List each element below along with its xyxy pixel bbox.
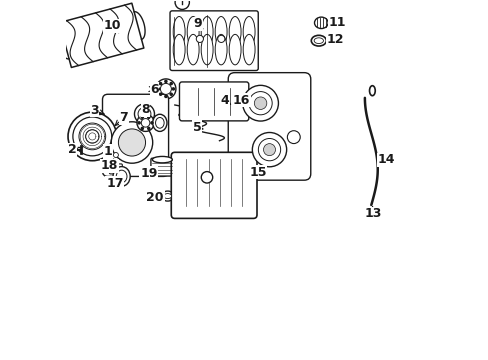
Text: 19: 19 [140,167,157,180]
Text: 2: 2 [67,144,77,157]
Circle shape [172,88,174,90]
Circle shape [111,122,152,163]
Text: 11: 11 [328,16,346,29]
Text: 18: 18 [101,159,118,172]
Text: 13: 13 [364,207,381,220]
Text: 9: 9 [193,17,203,30]
Text: 1: 1 [103,145,112,158]
Circle shape [258,139,280,161]
Circle shape [68,112,116,161]
Ellipse shape [314,17,327,28]
Circle shape [175,0,189,9]
Circle shape [147,127,149,130]
Text: 8: 8 [141,103,149,116]
FancyBboxPatch shape [179,82,248,121]
Circle shape [151,122,153,124]
Ellipse shape [152,114,166,131]
Circle shape [248,91,272,115]
Ellipse shape [113,167,130,186]
Circle shape [111,150,121,160]
Text: 12: 12 [326,33,344,46]
Circle shape [147,116,149,118]
Text: 15: 15 [249,166,266,179]
Ellipse shape [116,170,127,183]
Ellipse shape [215,17,226,47]
Circle shape [159,93,162,95]
Ellipse shape [201,17,213,47]
Ellipse shape [229,17,241,47]
Ellipse shape [187,17,199,47]
Ellipse shape [201,35,213,65]
Ellipse shape [161,191,174,201]
Ellipse shape [229,35,241,65]
Ellipse shape [187,35,199,65]
FancyBboxPatch shape [171,152,257,219]
Circle shape [73,117,112,156]
Circle shape [113,153,118,157]
Circle shape [164,95,166,98]
Circle shape [138,108,151,120]
Circle shape [141,127,143,130]
Circle shape [160,84,171,94]
Circle shape [118,129,145,156]
Text: 10: 10 [103,19,121,33]
Circle shape [252,132,286,167]
Ellipse shape [152,157,172,163]
Ellipse shape [369,86,374,96]
Ellipse shape [155,117,164,128]
Ellipse shape [173,35,185,65]
Text: 16: 16 [232,94,250,107]
Ellipse shape [311,35,325,46]
Ellipse shape [243,35,255,65]
Ellipse shape [313,38,323,44]
Text: 20: 20 [146,191,163,204]
FancyBboxPatch shape [109,164,122,174]
Circle shape [141,116,143,118]
Ellipse shape [215,35,226,65]
Ellipse shape [243,17,255,47]
Circle shape [170,82,172,85]
FancyBboxPatch shape [102,94,168,176]
Ellipse shape [173,17,185,47]
Circle shape [170,93,172,95]
Text: 5: 5 [192,121,203,134]
Circle shape [164,80,166,82]
Text: 17: 17 [106,177,123,190]
Circle shape [159,82,162,85]
FancyBboxPatch shape [170,11,258,71]
Circle shape [156,79,176,99]
Circle shape [263,144,275,156]
FancyBboxPatch shape [228,73,310,180]
Text: 14: 14 [377,153,395,166]
Circle shape [134,104,154,124]
Circle shape [287,131,300,144]
Circle shape [79,123,105,150]
Circle shape [141,118,149,127]
Circle shape [137,114,154,131]
Circle shape [85,130,99,143]
Text: 7: 7 [115,111,128,125]
Circle shape [201,172,212,183]
Circle shape [157,88,159,90]
Circle shape [138,122,140,124]
Text: 3: 3 [90,104,104,117]
Circle shape [196,35,203,42]
Circle shape [254,97,266,109]
Ellipse shape [163,194,171,199]
Circle shape [217,35,224,42]
Text: 6: 6 [148,83,159,96]
FancyBboxPatch shape [151,158,173,176]
Text: 4: 4 [220,94,230,107]
Circle shape [242,85,278,121]
